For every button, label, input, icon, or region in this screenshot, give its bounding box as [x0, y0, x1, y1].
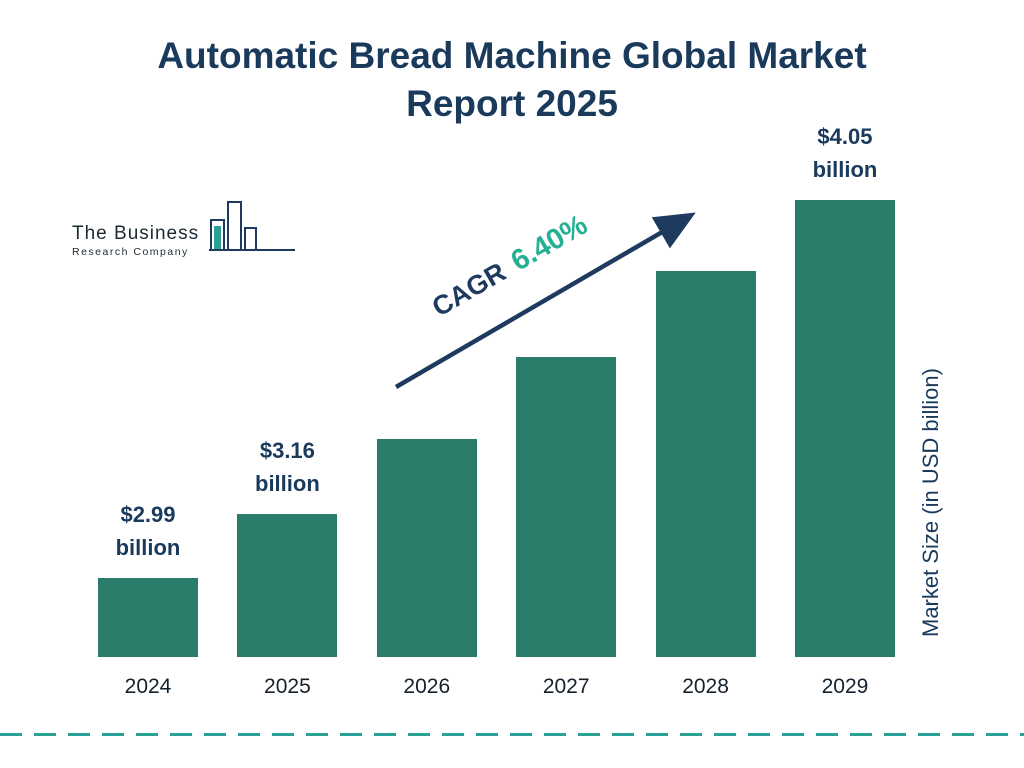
bar-chart: $2.99 billion 2024 $3.16 billion 2025 2026 2027… — [98, 120, 895, 698]
page-title: Automatic Bread Machine Global Market Re… — [157, 35, 867, 125]
value-label-line1-2025: $3.16 — [259, 438, 315, 463]
bar-2029 — [794, 200, 895, 657]
value-label-2029: $4.05 billion — [813, 120, 878, 186]
x-tick-2026: 2026 — [403, 675, 451, 698]
bar-2028 — [655, 271, 756, 657]
bar-column-2028: 2028 — [655, 120, 756, 698]
logo-bars-icon — [209, 201, 296, 251]
bottom-divider — [0, 733, 1024, 736]
bar-2026 — [376, 439, 477, 657]
bar-column-2025: $3.16 billion 2025 — [237, 120, 338, 698]
value-label-line2-2029: billion — [812, 157, 878, 182]
logo-name-line1: The Business — [72, 223, 200, 244]
value-label-line1-2029: $4.05 — [817, 124, 873, 149]
value-label-line2-2024: billion — [115, 535, 181, 560]
logo-name-line2: Research Company — [72, 246, 189, 258]
bar-2027 — [516, 357, 617, 657]
bar-column-2024: $2.99 billion 2024 — [98, 120, 198, 698]
bar-column-2027: 2027 — [516, 120, 617, 698]
x-tick-2024: 2024 — [124, 675, 172, 698]
x-tick-2029: 2029 — [821, 675, 869, 698]
bar-2024 — [98, 578, 198, 657]
value-label-2025: $3.16 billion — [255, 434, 320, 500]
value-label-2024: $2.99 billion — [116, 498, 181, 564]
x-tick-2028: 2028 — [682, 675, 729, 698]
cagr-trend-arrow — [394, 212, 696, 389]
company-logo-text: The Business Research Company — [72, 223, 199, 258]
bar-2025 — [237, 514, 338, 657]
x-tick-2025: 2025 — [264, 675, 311, 698]
value-label-line2-2025: billion — [255, 471, 320, 496]
company-logo: The Business Research Company — [72, 196, 299, 258]
bar-column-2026: 2026 — [376, 120, 477, 698]
y-axis-label: Market Size (in USD billion) — [918, 368, 943, 637]
bar-column-2029: $4.05 billion 2029 — [794, 120, 895, 698]
value-label-line1-2024: $2.99 — [120, 502, 176, 527]
x-tick-2027: 2027 — [542, 675, 590, 698]
